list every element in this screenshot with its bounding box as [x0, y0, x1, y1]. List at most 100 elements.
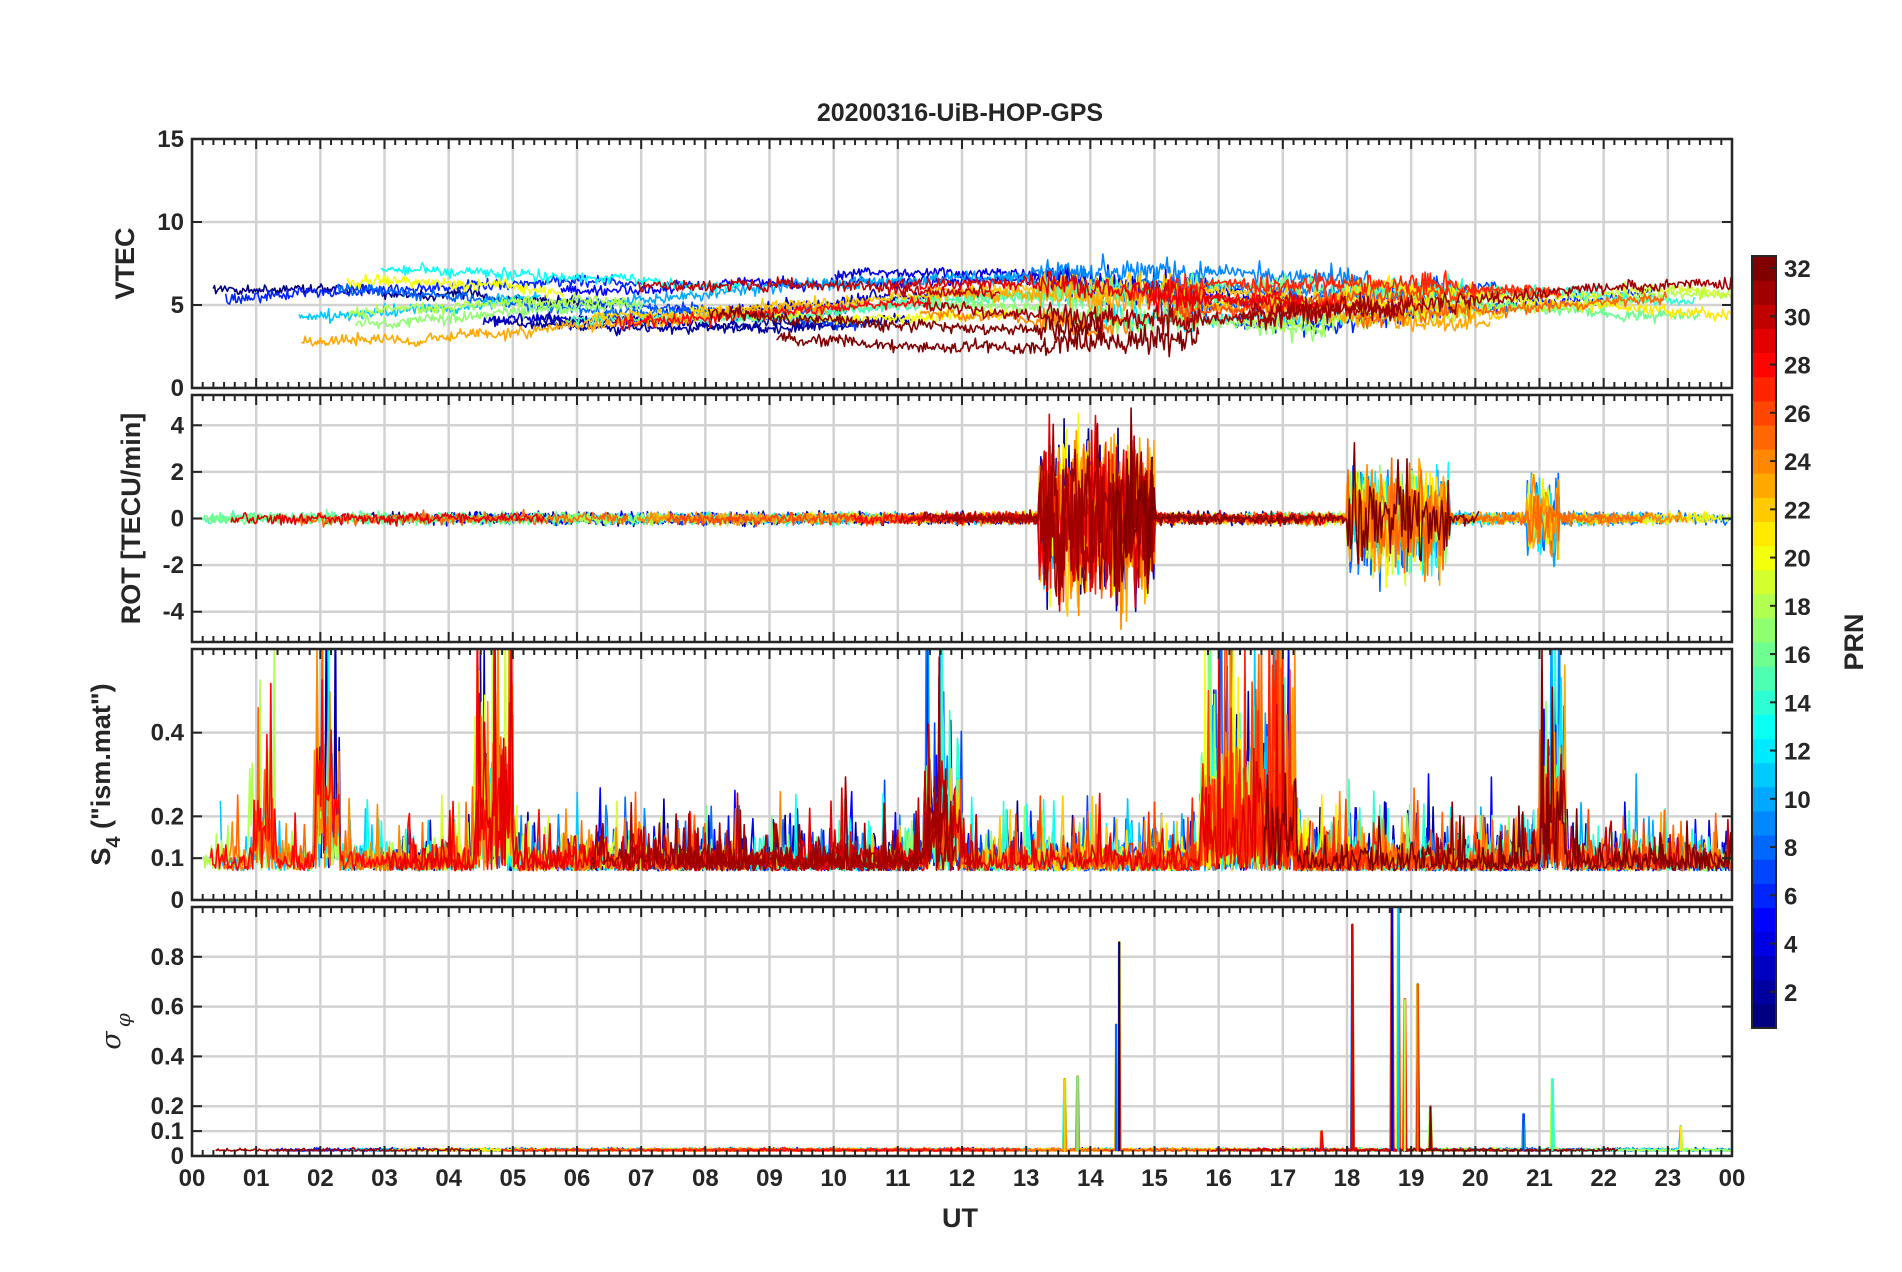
x-tick-label: 11	[885, 1165, 910, 1192]
x-minor-ticks	[191, 907, 1733, 1156]
prn-13-trace	[380, 262, 741, 294]
y-tick-label: -2	[163, 552, 184, 579]
colorbar-tick-label: 16	[1784, 642, 1811, 669]
x-tick-label: 18	[1334, 1165, 1361, 1192]
colorbar-segment	[1752, 424, 1776, 450]
y-tick-label: 0.4	[151, 720, 185, 747]
y-tick-label: 2	[171, 459, 184, 486]
colorbar-segment	[1752, 810, 1776, 836]
prn-31-trace	[590, 656, 948, 872]
y-tick-label: 0.1	[151, 1118, 184, 1145]
colorbar-tick-label: 28	[1784, 353, 1811, 380]
x-tick-label: 00	[1719, 1165, 1746, 1192]
x-tick-label: 23	[1654, 1165, 1681, 1192]
y-tick-label: 0.4	[151, 1043, 185, 1070]
prn-10-trace	[606, 270, 1038, 306]
colorbar-segment	[1752, 859, 1776, 884]
x-minor-ticks	[191, 395, 1733, 642]
prn-29-trace	[230, 511, 545, 527]
colorbar-segment	[1752, 328, 1776, 354]
prn-31-trace	[945, 422, 1164, 606]
y-tick-label: -4	[163, 599, 185, 626]
colorbar-tick-label: 22	[1784, 497, 1811, 524]
panel-rot: -4 -2 0 2 4 ROT [TECU/min]	[116, 393, 1734, 644]
panel-s4: 0 0.1 0.2 0.4 S4 ("ism.mat")	[86, 647, 1734, 914]
x-tick-label: 19	[1398, 1165, 1425, 1192]
colorbar-tick-label: 24	[1784, 449, 1811, 476]
x-tick-label: 10	[820, 1165, 847, 1192]
prn-24-trace	[636, 439, 1158, 631]
prn-16-trace	[210, 510, 612, 526]
prn-24-trace	[919, 306, 1132, 338]
colorbar-segment	[1752, 280, 1776, 305]
colorbar-tick-label: 6	[1784, 883, 1797, 910]
x-minor-ticks	[191, 139, 1733, 388]
colorbar-tick-label: 8	[1784, 835, 1797, 862]
colorbar-segment	[1752, 666, 1776, 691]
y-axis-label: σφ	[96, 1013, 135, 1049]
x-tick-label: 06	[564, 1165, 591, 1192]
colorbar-segment	[1752, 714, 1776, 740]
colorbar-segment	[1752, 376, 1776, 402]
x-tick-label: 17	[1269, 1165, 1296, 1192]
colorbar-tick-label: 4	[1784, 932, 1798, 959]
x-tick-label: 20	[1462, 1165, 1489, 1192]
prn-32-trace	[1262, 649, 1732, 872]
panel-vtec: 0 5 10 15 VTEC	[110, 126, 1734, 402]
y-label-main: σ	[96, 1030, 127, 1050]
y-tick-label: 10	[157, 209, 184, 236]
chart-title: 20200316-UiB-HOP-GPS	[817, 99, 1103, 127]
colorbar-tick-label: 10	[1784, 787, 1811, 814]
prn-32-trace	[776, 323, 1200, 358]
y-tick-label: 4	[171, 412, 185, 439]
y-label-sub: 4	[103, 836, 125, 848]
colorbar-tick-label: 26	[1784, 401, 1811, 428]
traces	[200, 407, 1732, 631]
colorbar-label: PRN	[1839, 613, 1869, 670]
colorbar-segment	[1752, 955, 1776, 981]
y-tick-label: 0	[171, 506, 184, 533]
x-tick-label: 04	[435, 1165, 462, 1192]
x-tick-label: 12	[949, 1165, 976, 1192]
y-tick-label: 15	[157, 126, 184, 153]
colorbar-segment	[1752, 521, 1776, 547]
prn-17-trace	[354, 298, 644, 330]
x-tick-label: 22	[1590, 1165, 1617, 1192]
y-axis-label: ROT [TECU/min]	[116, 413, 146, 624]
prn-32-trace	[1405, 1146, 1619, 1152]
prn-20-trace	[346, 273, 565, 299]
colorbar-tick-label: 14	[1784, 690, 1811, 717]
prn-30-trace	[637, 276, 1001, 300]
x-tick-label: 03	[371, 1165, 398, 1192]
x-minor-ticks	[191, 649, 1733, 900]
y-label-sub: φ	[111, 1013, 135, 1027]
y-tick-label: 0	[171, 1143, 184, 1170]
prn-2-trace	[494, 315, 857, 337]
colorbar-segment	[1752, 473, 1776, 498]
colorbar-tick-label: 32	[1784, 256, 1811, 283]
colorbar-frame	[1751, 255, 1777, 1029]
prn-25-trace	[1355, 291, 1668, 330]
prn-32-trace	[1112, 407, 1480, 595]
y-label-main: S	[86, 848, 116, 866]
prn-18-trace	[347, 292, 627, 319]
prn-29-trace	[886, 270, 1318, 312]
colorbar-segment	[1752, 907, 1776, 933]
y-tick-label: 0.2	[151, 1093, 184, 1120]
x-tick-label: 21	[1526, 1165, 1553, 1192]
y-tick-label: 0.1	[151, 845, 184, 872]
y-tick-label: 0	[171, 887, 184, 914]
traces	[202, 649, 1732, 872]
x-tick-label: 02	[307, 1165, 334, 1192]
prn-26-trace	[1319, 744, 1676, 872]
y-tick-label: 0.6	[151, 994, 184, 1021]
colorbar-tick-label: 12	[1784, 739, 1811, 766]
x-tick-label: 07	[628, 1165, 655, 1192]
y-label-rest: ("ism.mat")	[86, 683, 116, 836]
y-tick-label: 0.2	[151, 803, 184, 830]
prn-21-trace	[1344, 274, 1732, 322]
y-tick-label: 5	[171, 292, 184, 319]
